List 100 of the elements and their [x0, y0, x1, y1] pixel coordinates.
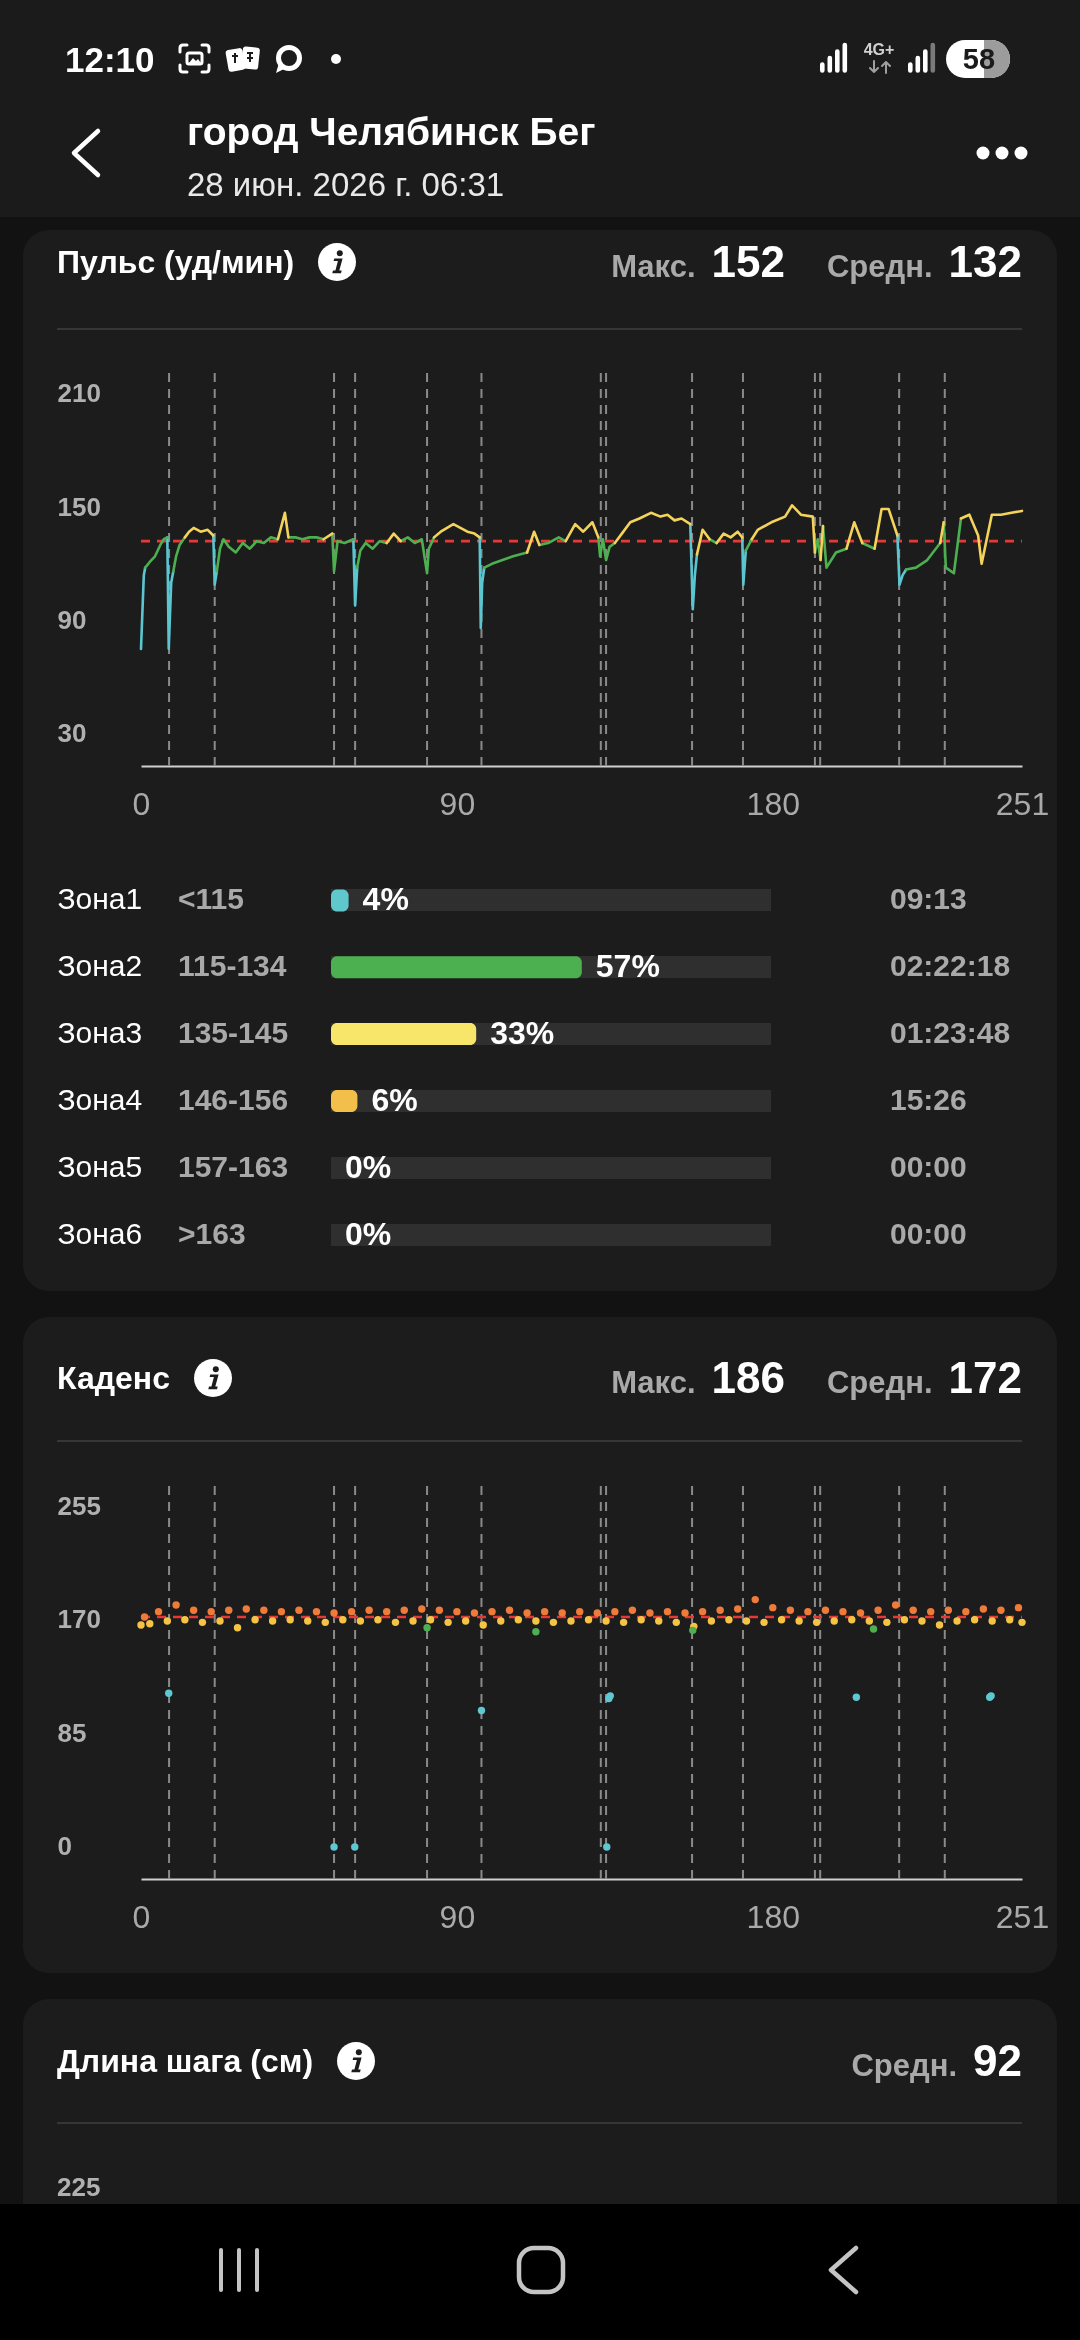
point: [277, 1607, 286, 1616]
y-tick-label: Зона2: [57, 948, 143, 982]
point: [918, 1617, 926, 1625]
point: [523, 1609, 531, 1617]
point: [935, 1621, 944, 1629]
point: [777, 1615, 786, 1624]
text: 225: [57, 2172, 101, 2202]
point: [423, 1623, 431, 1632]
point: [540, 1607, 549, 1616]
point: [251, 1615, 259, 1624]
point: [997, 1606, 1005, 1615]
point: [603, 1843, 611, 1851]
y-tick-label: 255: [57, 1490, 101, 1521]
point: [830, 1617, 838, 1625]
point: [260, 1606, 268, 1615]
point: [505, 1606, 514, 1615]
point: [312, 1607, 321, 1616]
y-tick-label: Зона5: [57, 1149, 143, 1183]
text: 132: [948, 237, 1022, 286]
point: [479, 1621, 487, 1629]
y-tick-label: 170: [57, 1604, 101, 1635]
data-label: 0%: [345, 1215, 392, 1252]
point: [497, 1617, 505, 1625]
point: [672, 1618, 680, 1627]
point: [181, 1615, 189, 1624]
data-label: 0%: [345, 1148, 392, 1185]
point: [689, 1626, 697, 1635]
point: [391, 1618, 400, 1627]
bar: [331, 1089, 358, 1112]
point: [154, 1607, 163, 1616]
point: [225, 1606, 233, 1615]
point: [477, 1706, 486, 1715]
point: [330, 1609, 338, 1617]
text: 146-156: [178, 1082, 289, 1116]
point: [365, 1606, 373, 1615]
point: [400, 1606, 408, 1615]
text: 01:23:48: [890, 1015, 1011, 1049]
point: [409, 1617, 417, 1625]
point: [869, 1625, 878, 1633]
data-label: 33%: [490, 1014, 555, 1051]
data-label: 57%: [595, 947, 660, 984]
point: [874, 1606, 882, 1615]
text: 15:26: [890, 1082, 967, 1116]
point: [532, 1617, 540, 1625]
point: [295, 1606, 303, 1615]
point: [549, 1618, 558, 1627]
point: [979, 1605, 988, 1613]
point: [655, 1617, 663, 1625]
text: 115-134: [178, 948, 287, 982]
point: [602, 1617, 610, 1625]
point: [628, 1606, 637, 1615]
point: [453, 1607, 461, 1616]
point: [165, 1689, 173, 1697]
point: [216, 1617, 224, 1625]
point: [891, 1601, 900, 1609]
point: [804, 1607, 812, 1616]
point: [900, 1615, 909, 1624]
point: [189, 1606, 198, 1615]
point: [514, 1615, 523, 1624]
point: [619, 1618, 628, 1627]
point: [286, 1615, 294, 1624]
text: 172: [948, 1353, 1022, 1402]
point: [725, 1615, 733, 1624]
point: [163, 1617, 172, 1625]
x-tick-label: 180: [746, 1898, 800, 1935]
text: Длина шага (см): [57, 2043, 314, 2079]
point: [1018, 1618, 1026, 1627]
point: [356, 1617, 365, 1625]
point: [140, 1613, 149, 1621]
text: 00:00: [890, 1149, 967, 1183]
point: [663, 1607, 672, 1616]
text: Средн.: [826, 1365, 933, 1400]
text: Средн.: [851, 2048, 958, 2083]
point: [848, 1615, 856, 1624]
y-tick-label: 210: [57, 378, 101, 409]
point: [418, 1605, 426, 1613]
bar: [331, 1022, 477, 1045]
point: [461, 1617, 470, 1625]
point: [962, 1607, 970, 1616]
text: 4G+: [863, 41, 895, 58]
point: [988, 1617, 996, 1625]
x-tick-label: 90: [439, 1898, 476, 1935]
text: Макс.: [611, 1365, 696, 1400]
point: [584, 1615, 593, 1624]
point: [321, 1618, 329, 1627]
point: [944, 1606, 952, 1615]
point: [576, 1607, 584, 1616]
y-tick-label: Зона6: [57, 1216, 143, 1250]
point: [883, 1618, 891, 1627]
point: [742, 1617, 751, 1625]
point: [611, 1607, 619, 1616]
point: [646, 1609, 654, 1617]
y-tick-label: 150: [57, 491, 101, 522]
point: [435, 1606, 444, 1615]
x-tick-label: 90: [439, 785, 476, 822]
text: 135-145: [178, 1015, 289, 1049]
point: [374, 1615, 382, 1624]
text: 152: [711, 237, 785, 286]
y-tick-label: 0: [57, 1831, 72, 1862]
point: [488, 1607, 496, 1616]
